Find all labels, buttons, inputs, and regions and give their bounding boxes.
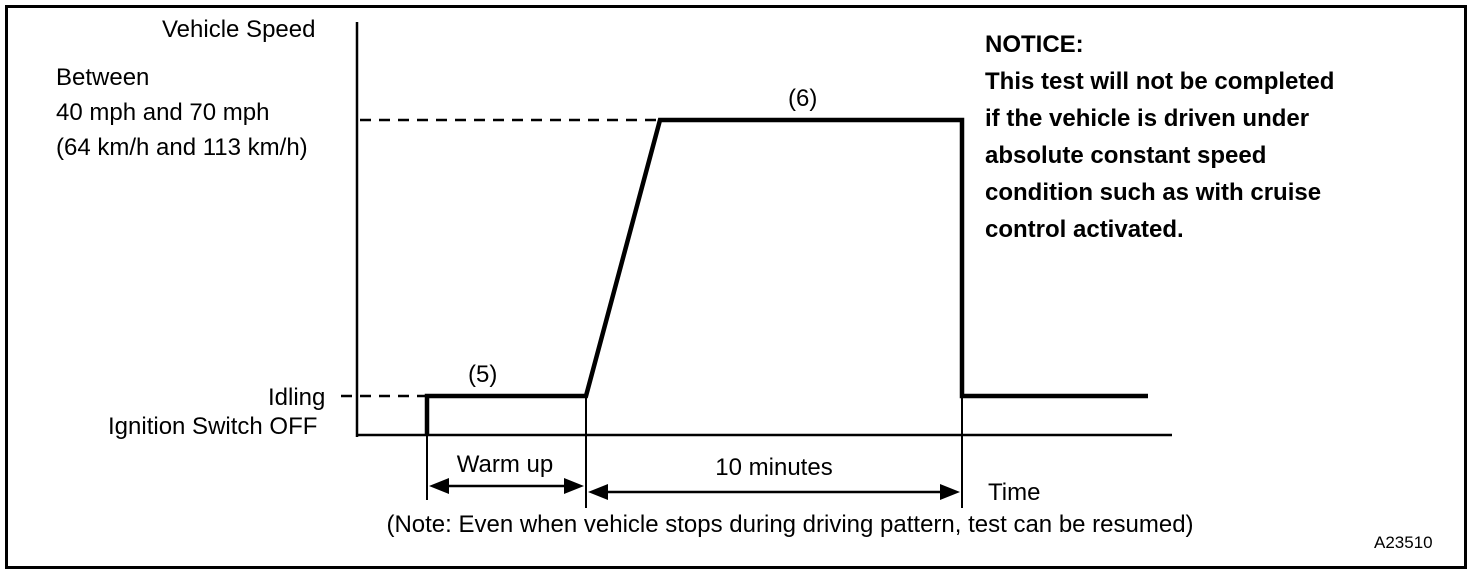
notice-line-5: control activated. <box>985 216 1184 243</box>
phase-5-label: (5) <box>468 361 498 388</box>
ten-minutes-arrowhead-right <box>940 484 960 500</box>
warm-up-label: Warm up <box>456 451 554 478</box>
notice-line-3: absolute constant speed <box>985 142 1267 169</box>
phase-6-label: (6) <box>788 85 818 112</box>
speed-range-line2: 40 mph and 70 mph <box>56 99 270 126</box>
resume-note: (Note: Even when vehicle stops during dr… <box>386 511 1194 538</box>
notice-line-2: if the vehicle is driven under <box>985 105 1310 132</box>
figure-id: A23510 <box>1374 533 1433 552</box>
notice-line-1: This test will not be completed <box>985 68 1335 95</box>
notice-line-4: condition such as with cruise <box>985 179 1322 206</box>
speed-range-label: Between 40 mph and 70 mph (64 km/h and 1… <box>56 60 308 165</box>
idling-label: Idling <box>268 384 326 411</box>
warm-up-arrowhead-left <box>429 478 449 494</box>
time-axis-label: Time <box>988 479 1041 506</box>
ten-minutes-label: 10 minutes <box>715 454 833 481</box>
speed-range-line1: Between <box>56 64 150 91</box>
speed-trace <box>424 117 1148 434</box>
ten-minutes-arrowhead-left <box>588 484 608 500</box>
diagram-border <box>5 5 1467 569</box>
notice-title: NOTICE: <box>985 31 1084 58</box>
notice-block: NOTICE: This test will not be completed … <box>985 26 1425 248</box>
y-axis-label: Vehicle Speed <box>162 16 316 43</box>
ignition-switch-off-label: Ignition Switch OFF <box>108 413 318 440</box>
speed-range-line3: (64 km/h and 113 km/h) <box>56 134 308 161</box>
warm-up-arrowhead-right <box>564 478 584 494</box>
